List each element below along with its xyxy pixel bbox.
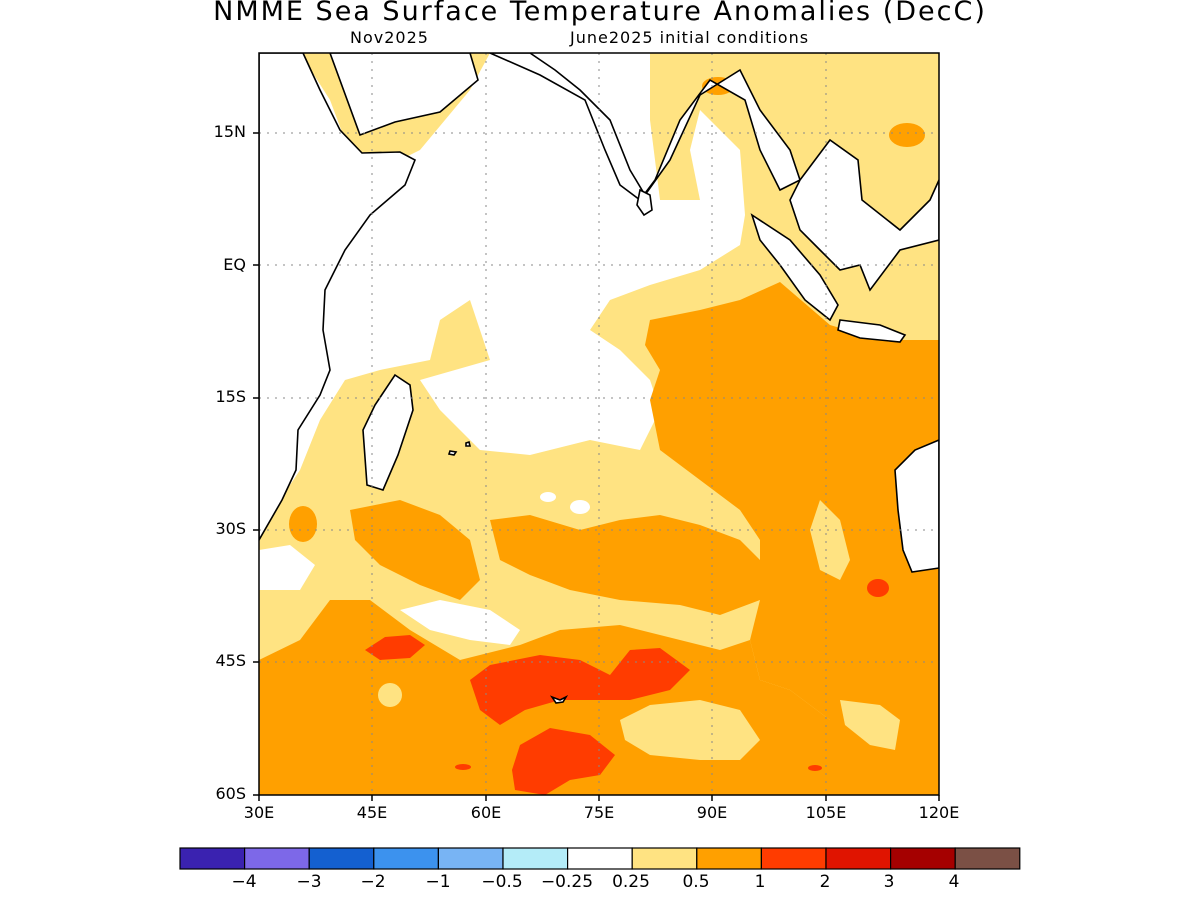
colorbar-label: −1: [425, 872, 451, 892]
anomaly-region-cool-pocket-2: [620, 700, 760, 760]
colorbar-label: 0.5: [682, 872, 710, 892]
colorbar-swatch: [308, 847, 375, 870]
land-arabia: [329, 53, 479, 137]
anomaly-region-warm-small-n: [889, 123, 925, 147]
colorbar-swatch: [696, 847, 762, 870]
land-sumatra: [750, 213, 839, 322]
colorbar: [179, 847, 1021, 870]
lat-label-15n: 15N: [213, 122, 246, 141]
axis-ticks: [253, 132, 940, 801]
colorbar-label: 4: [948, 872, 960, 892]
lat-label-eq: EQ: [223, 255, 246, 274]
map-title: NMME Sea Surface Temperature Anomalies (…: [213, 0, 987, 27]
colorbar-swatch: [373, 847, 439, 870]
anomaly-region-cool-pocket-3: [810, 500, 850, 580]
anomaly-region-neutral-45s: [400, 600, 520, 645]
colorbar-swatch: [502, 847, 569, 870]
lat-label-60s: 60S: [215, 784, 246, 803]
colorbar-label: −4: [231, 872, 257, 892]
colorbar-label: 2: [819, 872, 831, 892]
land-se-asia: [789, 138, 939, 292]
lon-label-30e: 30E: [243, 803, 275, 822]
land-java: [837, 319, 907, 343]
lon-label-45e: 45E: [356, 803, 388, 822]
anomaly-region-hot-6: [808, 765, 822, 771]
anomaly-region-neutral-sw: [259, 545, 315, 590]
lon-label-120e: 120E: [918, 803, 960, 822]
colorbar-swatch: [179, 847, 246, 870]
anomaly-region-hot-1: [470, 648, 690, 725]
lon-label-105e: 105E: [805, 803, 847, 822]
land-kerguelen: [549, 695, 569, 704]
colorbar-swatch: [825, 847, 892, 870]
lat-label-45s: 45S: [215, 651, 246, 670]
colorbar-label: −3: [296, 872, 322, 892]
colorbar-swatch: [889, 847, 956, 870]
anomaly-region-hot-4: [867, 579, 889, 597]
anomaly-region-hot-5: [455, 764, 471, 770]
anomaly-region-warm-30s-w: [350, 500, 480, 600]
anomaly-region-warm-small-w: [289, 506, 317, 542]
colorbar-label: −0.5: [481, 872, 523, 892]
lat-label-15s: 15S: [215, 387, 246, 406]
colorbar-label: −0.25: [540, 872, 594, 892]
colorbar-swatch: [760, 847, 827, 870]
anomaly-region-hot-2: [512, 728, 615, 795]
colorbar-label: −2: [360, 872, 386, 892]
land-madagascar: [362, 373, 414, 491]
colorbar-label: 0.25: [612, 872, 650, 892]
land-mauritius: [447, 450, 458, 456]
colorbar-swatch: [631, 847, 698, 870]
anomaly-region-neutral-small-2: [570, 500, 590, 514]
lon-label-90e: 90E: [696, 803, 728, 822]
colorbar-swatch: [954, 847, 1021, 870]
colorbar-label: 3: [883, 872, 895, 892]
colorbar-label: 1: [754, 872, 766, 892]
colorbar-swatch: [244, 847, 310, 870]
land-africa: [259, 53, 417, 542]
lat-label-30s: 30S: [215, 519, 246, 538]
gridlines: [259, 53, 939, 795]
anomaly-region-hot-3: [365, 635, 425, 660]
map-subtitle-init: June2025 initial conditions: [570, 28, 810, 47]
colorbar-swatch: [437, 847, 504, 870]
colorbar-swatch: [566, 847, 633, 870]
anomaly-region-warm-30s-c: [490, 515, 760, 615]
land-sri-lanka: [636, 188, 653, 217]
lon-label-60e: 60E: [470, 803, 502, 822]
land-masses: [259, 53, 939, 704]
anomaly-field: [259, 53, 939, 795]
map-subtitle-month: Nov2025: [350, 28, 429, 47]
lon-label-75e: 75E: [583, 803, 615, 822]
anomaly-region-warm-east: [645, 282, 939, 795]
land-reunion: [465, 440, 472, 447]
anomaly-region-warm-small-b: [378, 683, 402, 707]
anomaly-region-neutral-small-3: [540, 492, 556, 502]
anomaly-region-cool-pocket: [840, 700, 900, 750]
